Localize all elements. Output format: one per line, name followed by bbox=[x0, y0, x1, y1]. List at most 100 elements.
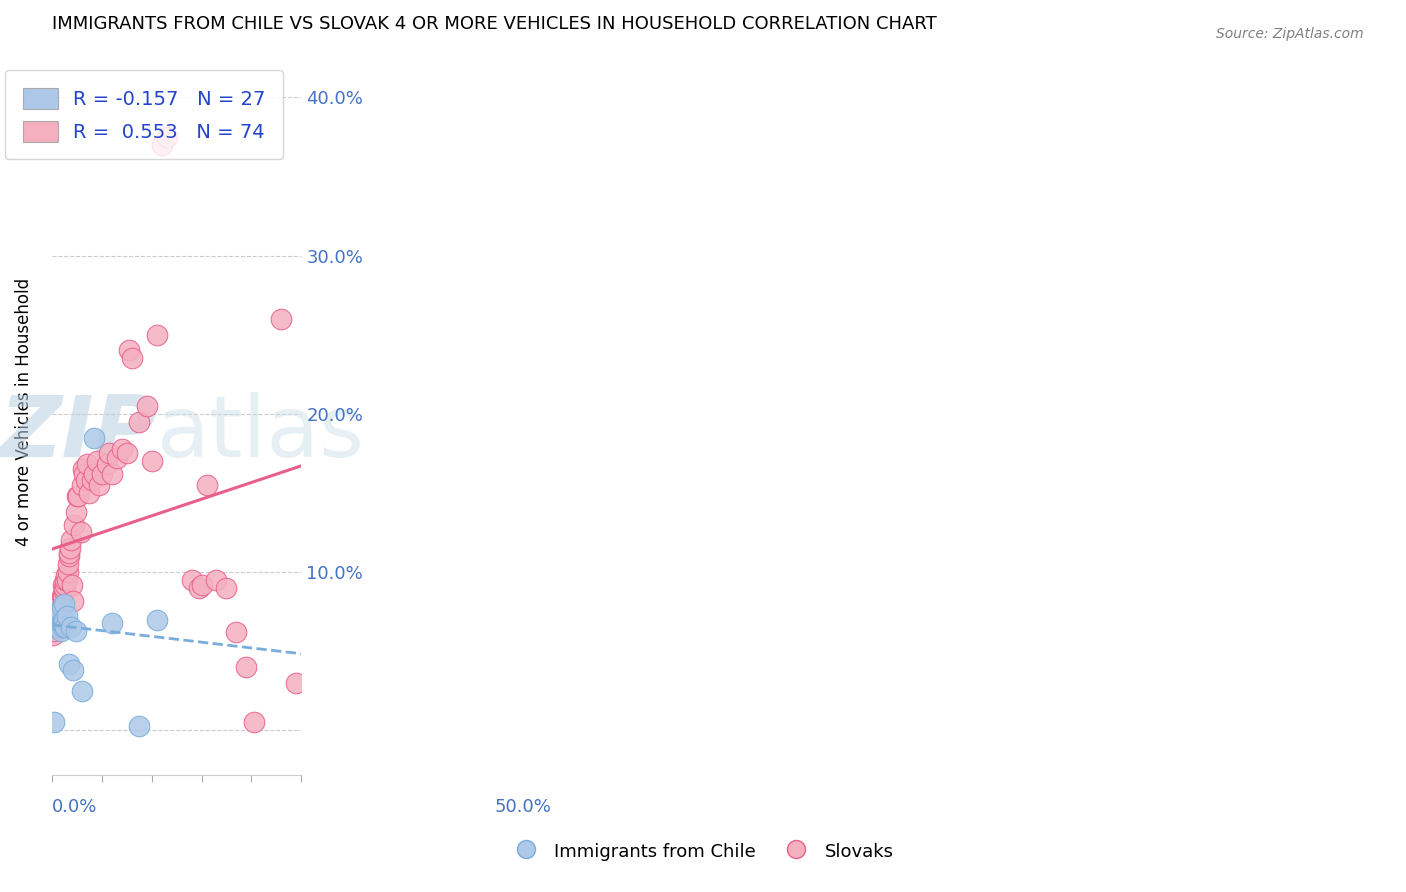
Point bbox=[215, 581, 238, 595]
Point bbox=[52, 617, 75, 632]
Point bbox=[58, 549, 80, 564]
Legend: Immigrants from Chile, Slovaks: Immigrants from Chile, Slovaks bbox=[505, 833, 901, 870]
Point bbox=[77, 486, 100, 500]
Point bbox=[49, 615, 72, 630]
Point bbox=[62, 663, 84, 677]
Point bbox=[111, 442, 134, 456]
Point bbox=[48, 609, 70, 624]
Text: IMMIGRANTS FROM CHILE VS SLOVAK 4 OR MORE VEHICLES IN HOUSEHOLD CORRELATION CHAR: IMMIGRANTS FROM CHILE VS SLOVAK 4 OR MOR… bbox=[52, 15, 936, 33]
Point bbox=[55, 568, 77, 582]
Point bbox=[45, 607, 67, 622]
Text: 0.0%: 0.0% bbox=[52, 797, 97, 816]
Point bbox=[51, 599, 73, 614]
Point bbox=[195, 478, 218, 492]
Point bbox=[52, 597, 75, 611]
Point bbox=[52, 577, 75, 591]
Point bbox=[42, 628, 65, 642]
Point bbox=[145, 613, 167, 627]
Text: ZIP: ZIP bbox=[0, 392, 156, 475]
Point bbox=[76, 458, 98, 472]
Point bbox=[45, 607, 67, 622]
Point bbox=[118, 343, 141, 358]
Point bbox=[128, 415, 150, 429]
Point bbox=[205, 573, 228, 587]
Point bbox=[44, 715, 66, 730]
Point bbox=[52, 620, 75, 634]
Point bbox=[58, 557, 80, 571]
Point bbox=[55, 573, 77, 587]
Point bbox=[75, 473, 97, 487]
Point bbox=[70, 478, 93, 492]
Point bbox=[100, 615, 122, 630]
Point bbox=[69, 525, 91, 540]
Point bbox=[243, 715, 266, 730]
Point bbox=[115, 446, 138, 460]
Point bbox=[45, 615, 67, 630]
Text: atlas: atlas bbox=[156, 392, 364, 475]
Point bbox=[89, 478, 111, 492]
Point bbox=[86, 454, 108, 468]
Point bbox=[56, 565, 79, 579]
Point bbox=[49, 624, 72, 638]
Point bbox=[59, 541, 82, 556]
Point bbox=[51, 589, 73, 603]
Point bbox=[80, 473, 103, 487]
Point bbox=[70, 683, 93, 698]
Point bbox=[48, 613, 70, 627]
Point bbox=[46, 615, 69, 630]
Point bbox=[225, 625, 247, 640]
Point bbox=[44, 613, 66, 627]
Point bbox=[188, 581, 211, 595]
Point bbox=[59, 620, 82, 634]
Point bbox=[46, 620, 69, 634]
Point bbox=[53, 577, 76, 591]
Point bbox=[53, 573, 76, 587]
Point bbox=[51, 605, 73, 619]
Text: Source: ZipAtlas.com: Source: ZipAtlas.com bbox=[1216, 27, 1364, 41]
Point bbox=[65, 505, 87, 519]
Point bbox=[83, 430, 105, 444]
Point bbox=[46, 609, 69, 624]
Point bbox=[62, 593, 84, 607]
Point bbox=[46, 615, 69, 630]
Point bbox=[128, 718, 150, 732]
Point bbox=[135, 399, 157, 413]
Point bbox=[49, 607, 72, 622]
Point bbox=[59, 533, 82, 548]
Point bbox=[180, 573, 202, 587]
Point bbox=[46, 613, 69, 627]
Point bbox=[55, 609, 77, 624]
Point bbox=[83, 467, 105, 481]
Point bbox=[96, 458, 118, 472]
Point bbox=[145, 327, 167, 342]
Point bbox=[270, 311, 292, 326]
Point bbox=[63, 517, 86, 532]
Point bbox=[52, 589, 75, 603]
Point bbox=[52, 584, 75, 599]
Point bbox=[53, 613, 76, 627]
Point bbox=[100, 467, 122, 481]
Point bbox=[48, 607, 70, 622]
Point bbox=[48, 605, 70, 619]
Point bbox=[58, 546, 80, 560]
Point bbox=[48, 609, 70, 624]
Point bbox=[58, 657, 80, 671]
Point bbox=[60, 577, 83, 591]
Point bbox=[48, 620, 70, 634]
Point bbox=[51, 615, 73, 630]
Point bbox=[141, 454, 163, 468]
Point bbox=[190, 577, 212, 591]
Point bbox=[66, 489, 89, 503]
Legend: R = -0.157   N = 27, R =  0.553   N = 74: R = -0.157 N = 27, R = 0.553 N = 74 bbox=[6, 70, 283, 160]
Point bbox=[235, 660, 257, 674]
Point bbox=[53, 581, 76, 595]
Text: 50.0%: 50.0% bbox=[494, 797, 551, 816]
Point bbox=[51, 599, 73, 614]
Y-axis label: 4 or more Vehicles in Household: 4 or more Vehicles in Household bbox=[15, 278, 32, 546]
Point bbox=[121, 351, 143, 366]
Point bbox=[44, 624, 66, 638]
Point bbox=[105, 451, 128, 466]
Point bbox=[49, 605, 72, 619]
Point bbox=[98, 446, 121, 460]
Point bbox=[72, 462, 94, 476]
